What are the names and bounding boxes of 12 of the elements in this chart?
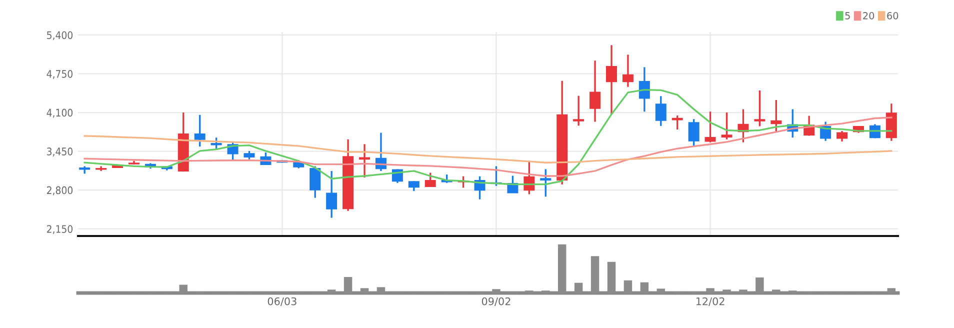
x-tick-label: 06/03 [268, 297, 296, 306]
legend-label: 5 [845, 12, 850, 20]
x-tick-label: 12/02 [696, 297, 724, 306]
legend-label: 60 [887, 12, 898, 20]
y-tick-label: 5,400 [47, 31, 73, 40]
y-tick-label: 4,100 [46, 108, 73, 118]
y-tick-label: 2,150 [47, 225, 73, 234]
y-tick-label: 3,450 [47, 148, 73, 156]
y-tick-label: 2,800 [47, 186, 73, 196]
legend-label: 20 [863, 12, 874, 20]
x-tick-label: 09/02 [482, 297, 510, 306]
y-tick-label: 4,750 [46, 70, 73, 79]
